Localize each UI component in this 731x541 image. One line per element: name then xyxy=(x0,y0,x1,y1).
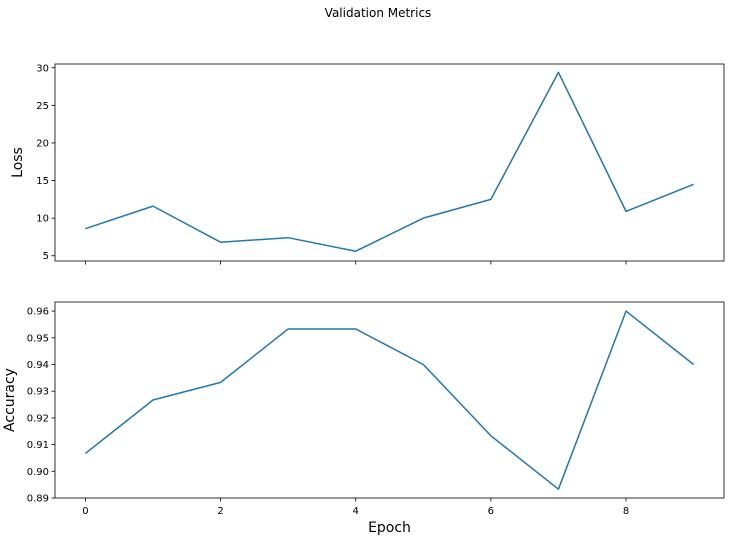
loss-ytick-label: 30 xyxy=(36,63,49,74)
accuracy-ylabel: Accuracy xyxy=(2,368,18,432)
accuracy-ytick-label: 0.96 xyxy=(27,307,49,318)
figure-title: Validation Metrics xyxy=(325,6,432,20)
accuracy-ytick-label: 0.90 xyxy=(27,467,49,478)
loss-ytick-label: 5 xyxy=(43,251,49,262)
accuracy-ytick-label: 0.89 xyxy=(27,494,49,505)
accuracy-ytick-label: 0.93 xyxy=(27,387,49,398)
loss-ytick-label: 15 xyxy=(36,176,49,187)
accuracy-axes-frame xyxy=(54,301,725,499)
accuracy-subplot: 0.89 0.90 0.91 0.92 0.93 0.94 0.95 0.96 0 2 4 6 8 Acc… xyxy=(2,301,725,536)
accuracy-xlabel: Epoch xyxy=(368,520,411,536)
loss-axes-frame xyxy=(54,63,725,262)
accuracy-ytick-label: 0.95 xyxy=(27,333,49,344)
accuracy-ytick-label: 0.94 xyxy=(27,360,49,371)
accuracy-xtick-label: 8 xyxy=(623,506,629,517)
accuracy-ytick-label: 0.92 xyxy=(27,413,49,424)
accuracy-xtick-label: 2 xyxy=(217,506,223,517)
loss-ylabel: Loss xyxy=(10,147,26,178)
loss-subplot: 5 10 15 20 25 30 Loss xyxy=(10,63,725,265)
loss-series-line xyxy=(85,71,694,252)
accuracy-xtick-label: 6 xyxy=(488,506,494,517)
accuracy-ytick-label: 0.91 xyxy=(27,440,49,451)
loss-ytick-label: 10 xyxy=(36,214,49,225)
accuracy-xtick-label: 4 xyxy=(353,506,359,517)
loss-ytick-label: 20 xyxy=(36,138,49,149)
accuracy-xtick-label: 0 xyxy=(82,506,88,517)
accuracy-series-line xyxy=(84,310,695,490)
loss-ytick-label: 25 xyxy=(36,101,49,112)
